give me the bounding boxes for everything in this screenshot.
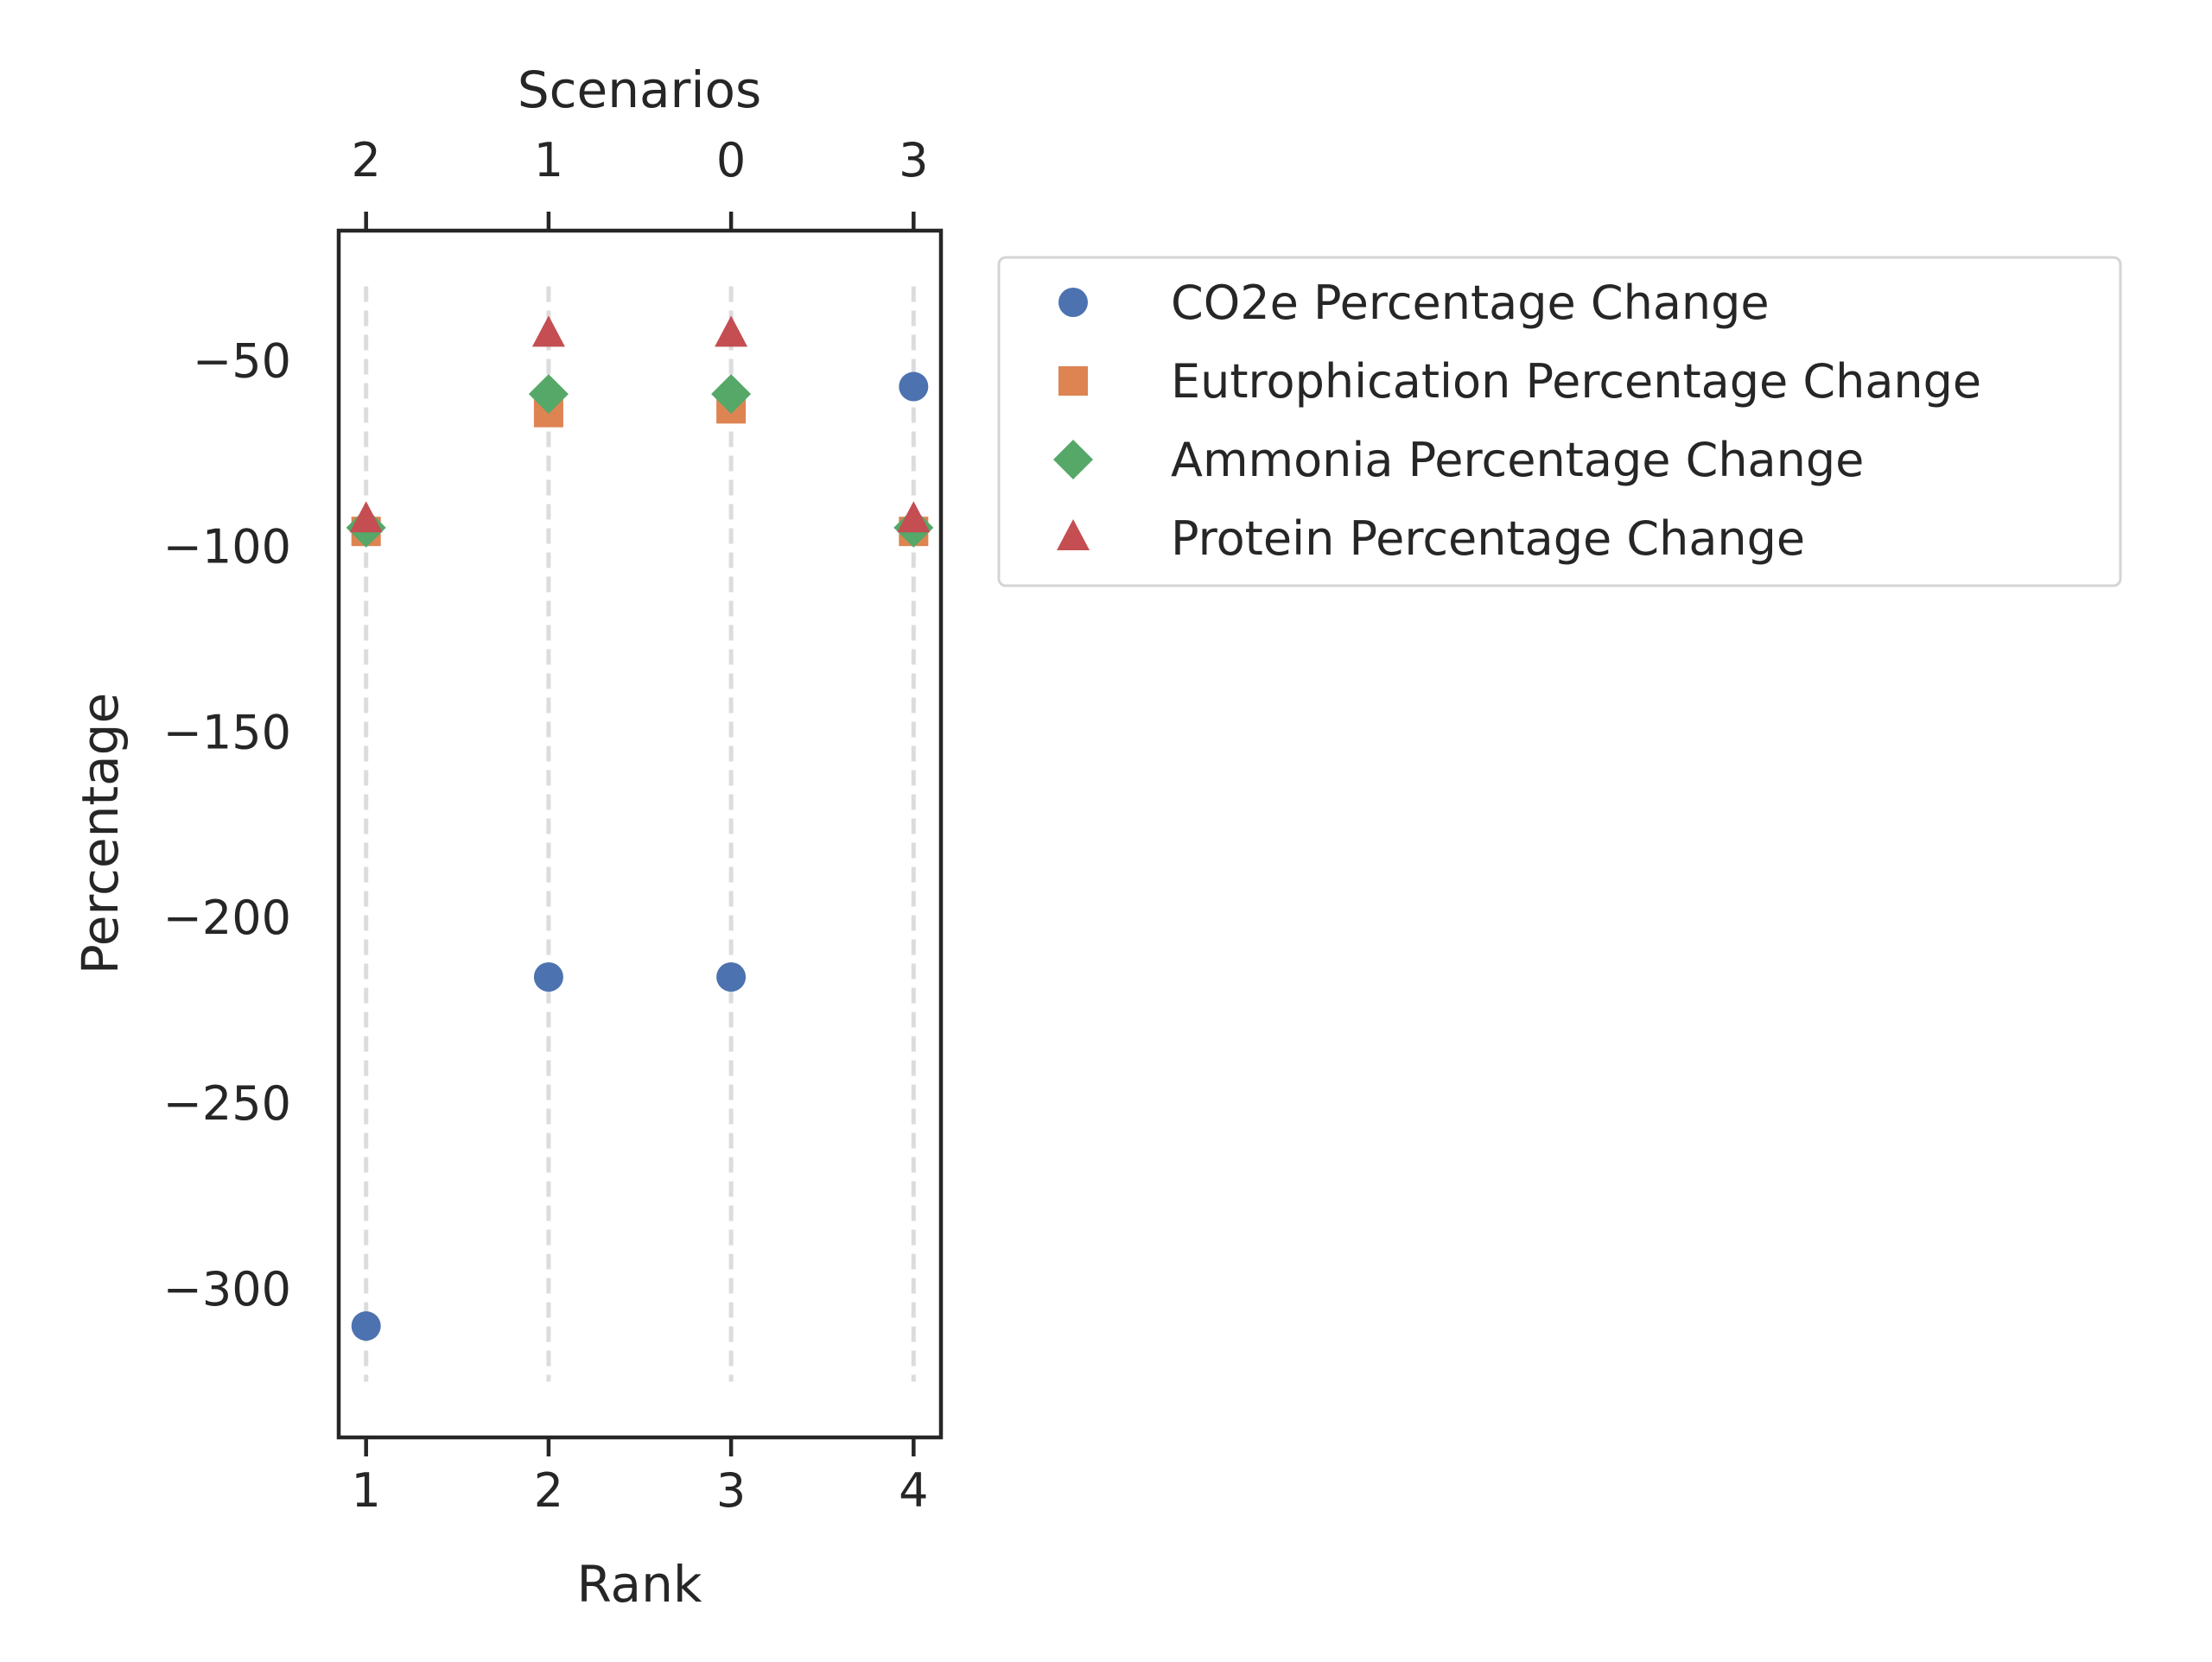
plot-area: [336, 228, 944, 1440]
x-tick-label: 4: [899, 1463, 928, 1518]
x-axis-label: Rank: [577, 1555, 702, 1614]
x-tick-label: 2: [534, 1463, 563, 1518]
marker-diamond-rank-3: [711, 374, 752, 415]
marker-triangle-rank-2: [531, 315, 565, 347]
y-tick-label: −300: [163, 1262, 291, 1316]
y-tick-label: −200: [163, 891, 291, 945]
legend-marker-diamond: [1053, 440, 1093, 479]
legend: CO2e Percentage Change Eutrophication Per…: [997, 256, 2122, 587]
y-tick-label: −50: [193, 333, 291, 388]
data-markers: [346, 315, 934, 1342]
marker-triangle-rank-3: [715, 315, 748, 347]
x-tick-label: 3: [716, 1463, 746, 1518]
x-tick-label: 1: [352, 1463, 381, 1518]
marker-circle-rank-3: [716, 961, 747, 992]
marker-circle-rank-4: [899, 371, 929, 402]
top-tick-label: 3: [899, 133, 928, 187]
top-tick-label: 1: [534, 133, 563, 187]
axes: 1 2 2 1 3 0 4 3 −50 −100 −150 −200 −250 −300: [163, 133, 929, 1518]
marker-triangle-rank-4: [897, 501, 931, 533]
y-tick-label: −250: [163, 1076, 291, 1131]
top-axis-label: Scenarios: [518, 60, 761, 119]
marker-triangle-rank-1: [349, 501, 383, 533]
marker-circle-rank-1: [351, 1311, 381, 1342]
marker-diamond-rank-2: [528, 374, 569, 415]
legend-label: CO2e Percentage Change: [1171, 276, 1770, 330]
legend-label: Protein Percentage Change: [1171, 511, 1805, 566]
y-tick-label: −150: [163, 705, 291, 759]
legend-marker-triangle: [1057, 519, 1090, 550]
top-tick-label: 0: [716, 133, 746, 187]
legend-marker-circle: [1058, 288, 1088, 317]
top-tick-label: 2: [352, 133, 381, 187]
legend-frame: [997, 256, 2122, 587]
marker-circle-rank-2: [533, 961, 563, 992]
grid-lines: [364, 286, 916, 1382]
y-axis-label: Percentage: [71, 693, 130, 974]
legend-label: Eutrophication Percentage Change: [1171, 354, 1981, 409]
legend-label: Ammonia Percentage Change: [1171, 433, 1864, 487]
y-tick-label: −100: [163, 519, 291, 574]
legend-marker-square: [1058, 366, 1088, 396]
